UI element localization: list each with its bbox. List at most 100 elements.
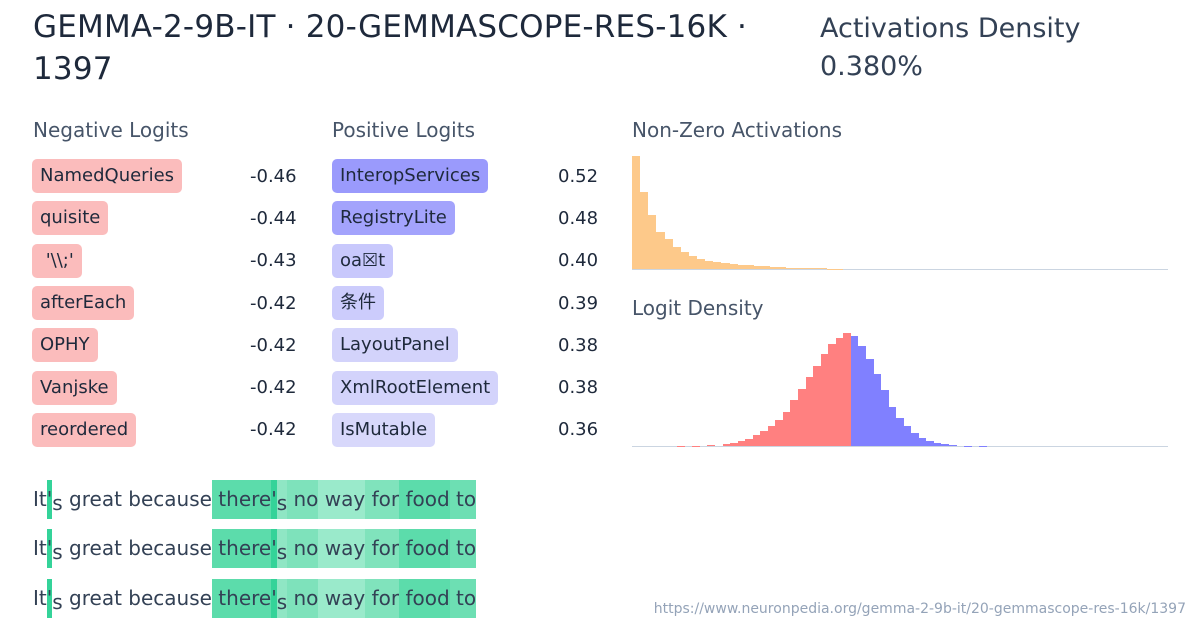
token-chip[interactable]: NamedQueries	[32, 159, 183, 194]
histogram-bar	[729, 263, 738, 269]
token-chip[interactable]: RegistryLite	[332, 201, 455, 236]
example-token[interactable]: s	[276, 529, 288, 568]
activations-histogram	[632, 156, 1168, 270]
example-token[interactable]: no	[287, 529, 319, 568]
logit-value: -0.42	[250, 334, 297, 356]
example-token[interactable]: to	[449, 579, 477, 618]
logit-row: afterEach -0.42	[32, 282, 297, 324]
token-chip[interactable]: reordered	[32, 412, 137, 447]
histogram-bar-negative	[722, 443, 731, 446]
logit-value: 0.39	[558, 292, 599, 314]
logit-value: 0.48	[558, 207, 599, 229]
density-value: 0.380%	[820, 51, 923, 82]
histogram-bar-negative	[835, 337, 844, 446]
example-token[interactable]: to	[449, 529, 477, 568]
activation-example[interactable]: It ' s great because there ' s no way for fo…	[33, 579, 477, 618]
example-token[interactable]: there	[211, 579, 272, 618]
histogram-bar-negative	[745, 438, 753, 446]
logit-row: 条件 0.39	[332, 282, 598, 324]
histogram-bar	[672, 246, 681, 269]
token-chip[interactable]: InteropServices	[332, 159, 489, 194]
logit-row: '\\;' -0.43	[32, 240, 297, 282]
histogram-bar-negative	[752, 435, 761, 446]
histogram-bar-negative	[760, 431, 768, 446]
feature-url[interactable]: https://www.neuronpedia.org/gemma-2-9b-i…	[653, 601, 1186, 617]
logit-row: reordered -0.42	[32, 409, 297, 451]
example-token[interactable]: s	[276, 579, 288, 618]
token-chip[interactable]: OPHY	[32, 328, 98, 363]
histogram-bar-positive	[888, 406, 897, 446]
example-token[interactable]: because	[121, 487, 212, 511]
example-token[interactable]: '	[46, 529, 53, 568]
token-chip[interactable]: LayoutPanel	[332, 328, 458, 363]
example-token[interactable]: s	[52, 540, 63, 564]
token-chip[interactable]: quisite	[32, 201, 109, 236]
histogram-bar	[648, 214, 657, 269]
example-token[interactable]: way	[318, 529, 366, 568]
token-chip[interactable]: XmlRootElement	[332, 370, 499, 405]
example-token[interactable]: It	[33, 586, 47, 610]
example-token[interactable]: It	[33, 487, 47, 511]
example-token[interactable]: '	[271, 529, 277, 568]
example-token[interactable]: food	[399, 529, 450, 568]
histogram-bar	[786, 267, 795, 269]
token-chip[interactable]: 条件	[332, 286, 384, 321]
example-token[interactable]: '	[46, 480, 53, 519]
histogram-bar	[713, 261, 722, 269]
histogram-bar-negative	[798, 388, 806, 446]
positive-logits-list: InteropServices 0.52 RegistryLite 0.48 o…	[332, 155, 598, 451]
histogram-bar	[688, 255, 697, 269]
token-chip[interactable]: oa☒t	[332, 243, 394, 278]
histogram-bar	[810, 268, 819, 269]
logit-value: -0.43	[250, 250, 297, 272]
histogram-bar-positive	[926, 441, 934, 446]
token-chip[interactable]: IsMutable	[332, 412, 436, 447]
histogram-bar-positive	[948, 445, 957, 446]
example-token[interactable]: to	[449, 480, 477, 519]
token-chip[interactable]: '\\;'	[32, 243, 82, 278]
logit-value: -0.42	[250, 377, 297, 399]
example-token[interactable]: great	[62, 586, 122, 610]
example-token[interactable]: because	[121, 536, 212, 560]
example-token[interactable]: s	[52, 590, 63, 614]
example-token[interactable]: s	[52, 491, 63, 515]
logit-density-histogram	[632, 333, 1168, 447]
example-token[interactable]: s	[276, 480, 288, 519]
example-token[interactable]: for	[365, 579, 400, 618]
example-token[interactable]: '	[46, 579, 53, 618]
histogram-bar-positive	[896, 418, 904, 446]
histogram-bar	[827, 268, 836, 269]
histogram-bar-negative	[782, 411, 791, 446]
example-token[interactable]: no	[287, 480, 319, 519]
example-token[interactable]: because	[121, 586, 212, 610]
example-token[interactable]: '	[271, 480, 277, 519]
example-token[interactable]: food	[399, 480, 450, 519]
logit-row: LayoutPanel 0.38	[332, 324, 598, 366]
activation-example[interactable]: It ' s great because there ' s no way for fo…	[33, 529, 477, 568]
example-token[interactable]: great	[62, 487, 122, 511]
example-token[interactable]: there	[211, 529, 272, 568]
logit-row: oa☒t 0.40	[332, 240, 598, 282]
example-token[interactable]: no	[287, 579, 319, 618]
example-token[interactable]: It	[33, 536, 47, 560]
histogram-bar	[745, 265, 754, 269]
example-token[interactable]: great	[62, 536, 122, 560]
histogram-bar-negative	[820, 354, 829, 446]
logit-row: InteropServices 0.52	[332, 155, 598, 197]
example-token[interactable]: '	[271, 579, 277, 618]
histogram-bar-positive	[903, 426, 912, 446]
histogram-bar-positive	[933, 442, 942, 446]
example-token[interactable]: there	[211, 480, 272, 519]
histogram-bar	[632, 156, 641, 269]
histogram-bar-negative	[805, 377, 814, 446]
example-token[interactable]: way	[318, 480, 366, 519]
token-chip[interactable]: Vanjske	[32, 370, 117, 405]
example-token[interactable]: for	[365, 480, 400, 519]
histogram-bar-negative	[790, 400, 799, 446]
histogram-bar	[705, 260, 714, 269]
example-token[interactable]: way	[318, 579, 366, 618]
token-chip[interactable]: afterEach	[32, 286, 135, 321]
activation-example[interactable]: It ' s great because there ' s no way for fo…	[33, 480, 477, 519]
example-token[interactable]: for	[365, 529, 400, 568]
example-token[interactable]: food	[399, 579, 450, 618]
